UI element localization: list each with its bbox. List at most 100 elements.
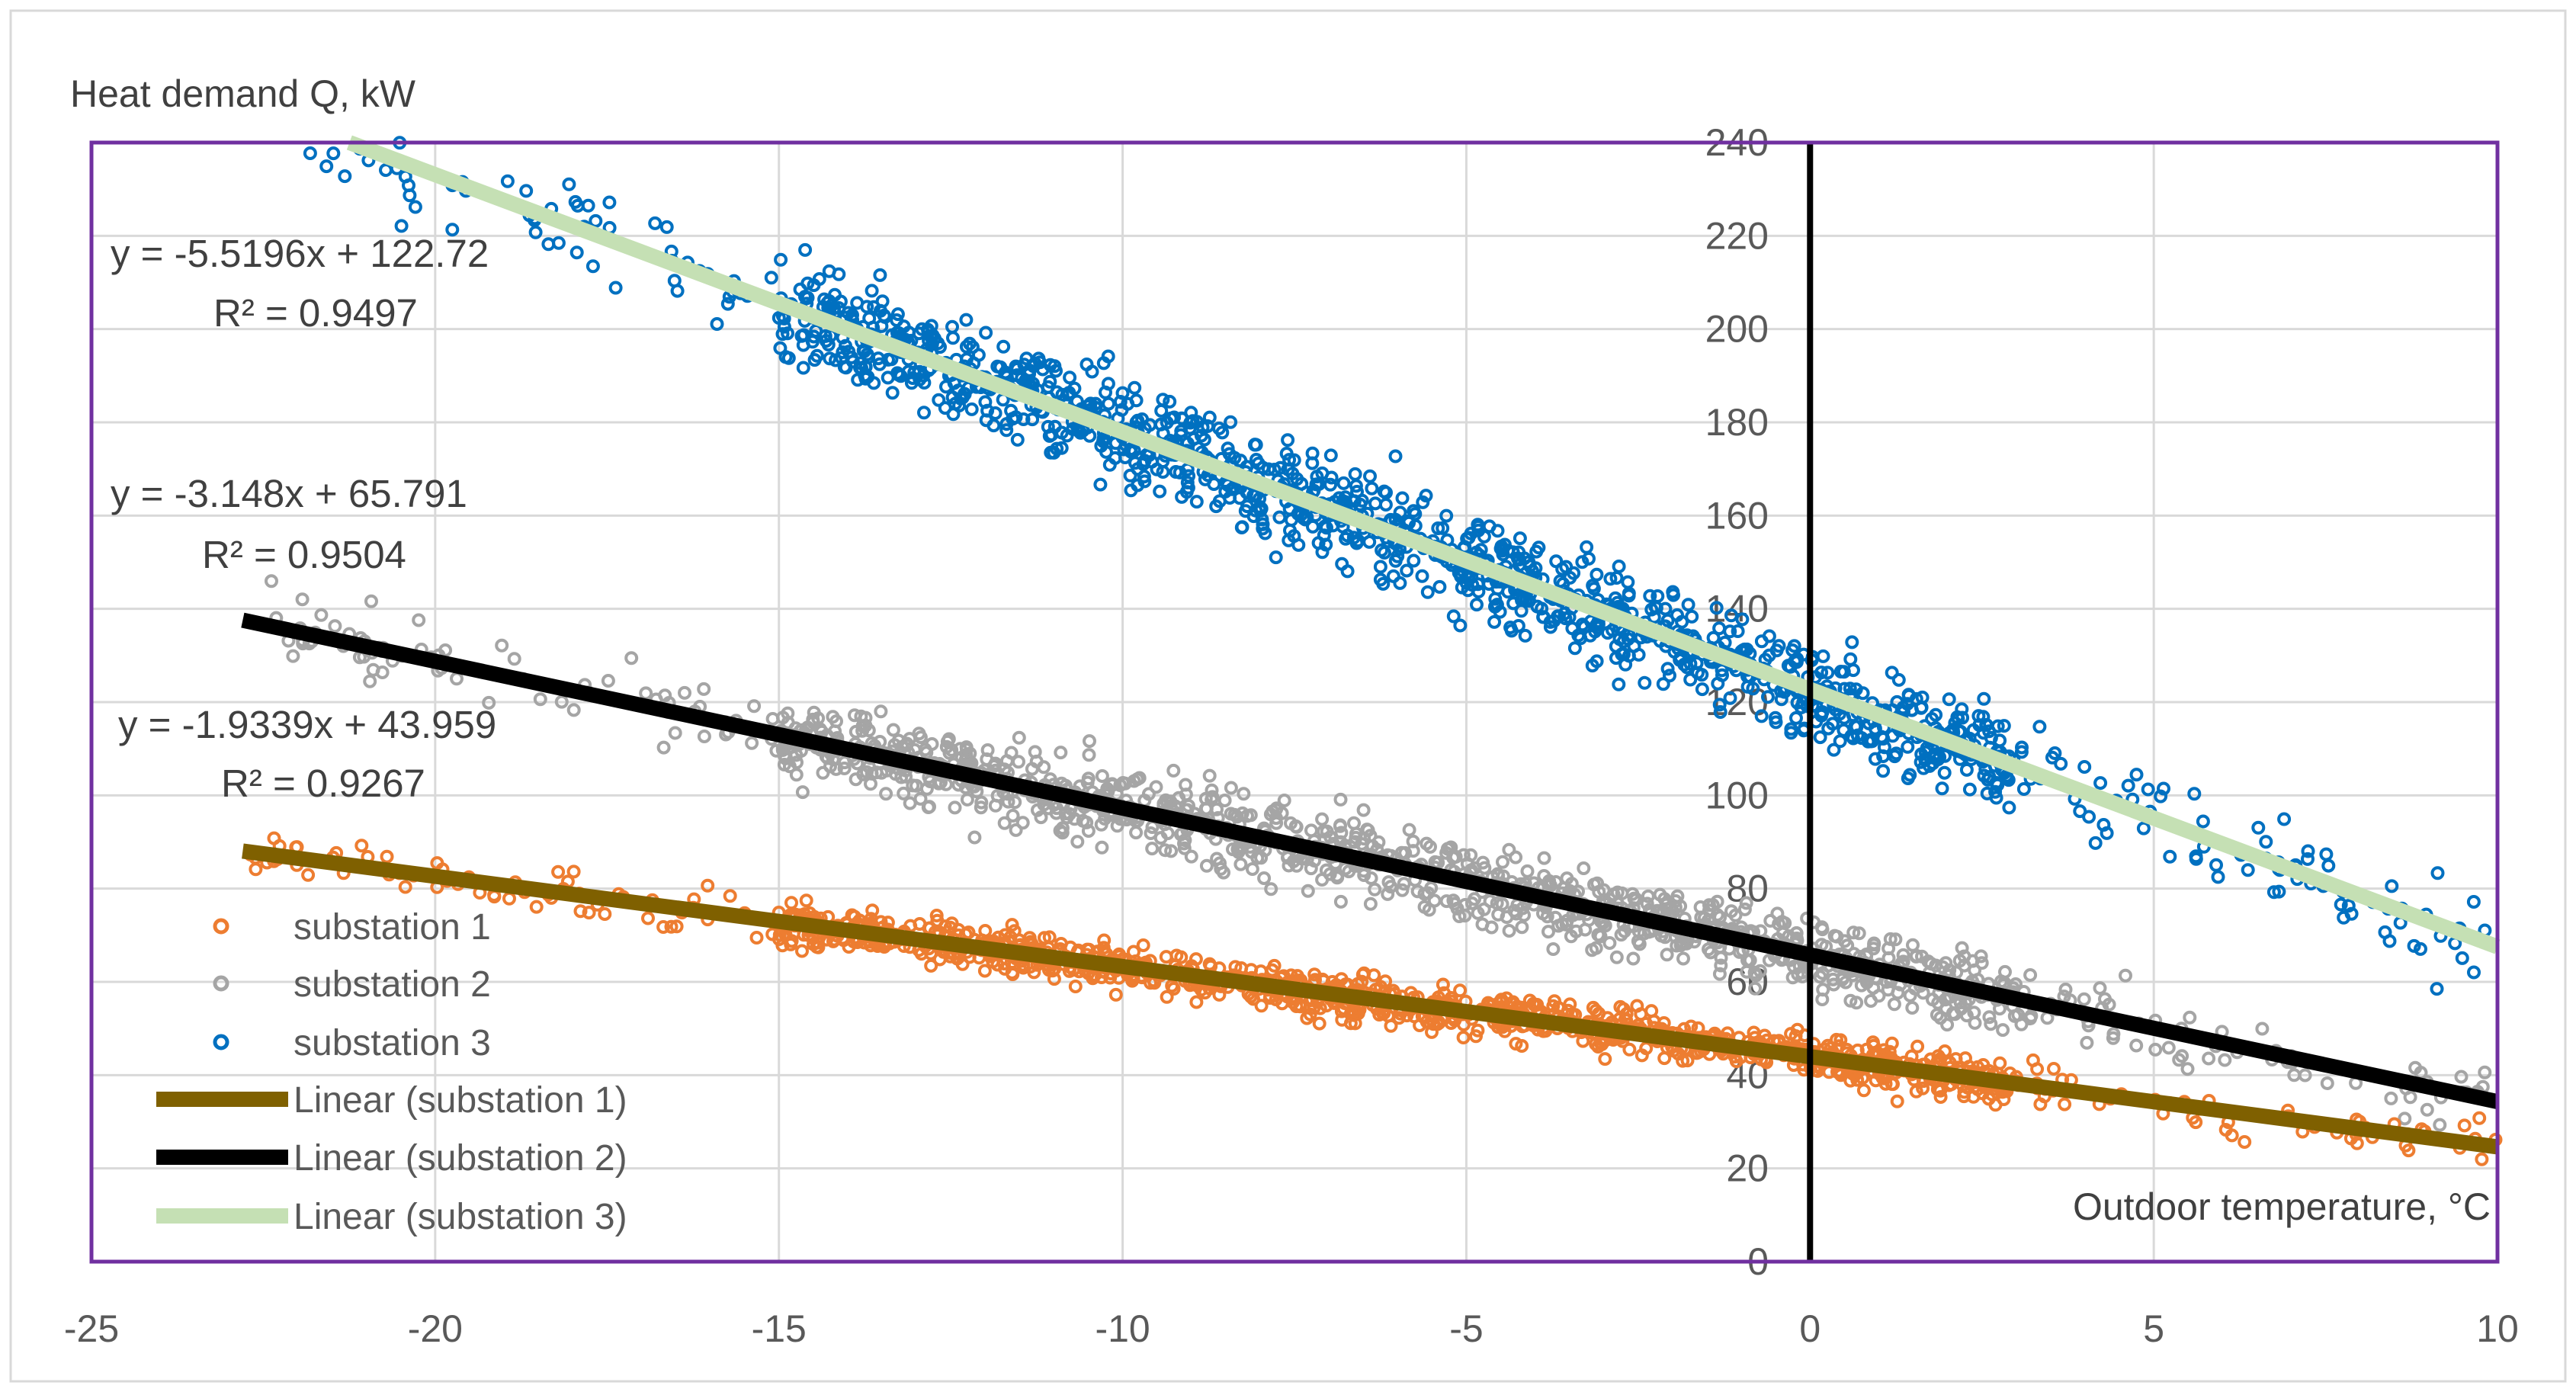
- data-point: [2430, 982, 2444, 996]
- data-point: [849, 772, 863, 787]
- legend-label-substation-3: substation 3: [294, 1023, 491, 1063]
- data-point: [775, 938, 790, 953]
- data-point: [1249, 453, 1263, 467]
- data-point: [1323, 867, 1337, 881]
- data-point: [500, 174, 515, 188]
- data-point: [2401, 1143, 2416, 1158]
- data-point: [1453, 983, 1468, 998]
- data-point: [1888, 932, 1903, 947]
- data-point: [1789, 710, 1803, 725]
- x-tick-label: -5: [1449, 1307, 1483, 1350]
- data-point: [1465, 578, 1480, 592]
- data-point: [1160, 826, 1175, 841]
- data-point: [1754, 709, 1769, 723]
- data-point: [1257, 871, 1272, 885]
- data-point: [946, 407, 961, 422]
- data-point: [2320, 1076, 2334, 1090]
- data-point: [1137, 470, 1151, 484]
- data-point: [2048, 746, 2062, 760]
- y-tick-label: 20: [1726, 1147, 1769, 1190]
- data-point: [1984, 1017, 1998, 1031]
- data-point: [1287, 453, 1301, 467]
- data-point: [1436, 977, 1450, 992]
- data-point: [1005, 918, 1019, 932]
- data-point: [938, 919, 952, 934]
- data-point: [1515, 1039, 1529, 1053]
- data-point: [869, 765, 884, 780]
- data-point: [765, 927, 780, 941]
- data-point: [2100, 826, 2114, 840]
- data-point: [988, 798, 1002, 813]
- data-point: [2475, 1152, 2489, 1166]
- data-point: [1585, 943, 1599, 957]
- data-point: [1281, 462, 1295, 476]
- data-point: [2398, 1111, 2412, 1126]
- data-point: [1815, 922, 1830, 937]
- data-point: [2014, 745, 2029, 759]
- x-axis-label: Outdoor temperature, °C: [2073, 1185, 2491, 1228]
- data-point: [1814, 708, 1829, 723]
- data-point: [1712, 967, 1727, 981]
- data-point: [1790, 652, 1804, 666]
- data-point: [950, 951, 964, 966]
- data-point: [1910, 1039, 1925, 1054]
- data-point: [1577, 861, 1591, 875]
- data-point: [929, 909, 944, 922]
- data-point: [1006, 412, 1020, 426]
- data-point: [823, 351, 837, 366]
- data-point: [1560, 871, 1574, 886]
- data-point: [2054, 756, 2068, 771]
- data-point: [1731, 624, 1745, 638]
- data-point: [942, 732, 956, 746]
- data-point: [1189, 995, 1204, 1009]
- data-point: [1243, 808, 1258, 823]
- data-point: [1006, 809, 1020, 823]
- data-point: [1942, 692, 1956, 707]
- data-point: [1827, 929, 1842, 943]
- data-point: [1349, 479, 1363, 493]
- data-point: [1458, 898, 1472, 912]
- data-point: [1342, 864, 1356, 879]
- data-point: [1246, 992, 1260, 1006]
- data-point: [1826, 717, 1840, 731]
- data-point: [974, 795, 989, 810]
- data-point: [1951, 711, 1965, 726]
- data-point: [2414, 941, 2427, 956]
- data-point: [1546, 942, 1561, 956]
- data-point: [1746, 682, 1760, 696]
- data-point: [1310, 470, 1324, 484]
- data-point: [1233, 857, 1248, 871]
- data-point: [1156, 393, 1170, 407]
- data-point: [1518, 628, 1532, 643]
- data-point: [1891, 986, 1905, 1000]
- data-point: [2430, 866, 2445, 880]
- data-point: [1355, 493, 1369, 508]
- data-point: [964, 402, 979, 416]
- trendline-3: [346, 135, 2501, 954]
- data-point: [551, 864, 566, 879]
- data-point: [1509, 906, 1523, 921]
- y-tick-label: 80: [1726, 868, 1769, 910]
- data-point: [2211, 870, 2225, 884]
- data-point: [1854, 978, 1869, 993]
- data-point: [1743, 953, 1757, 967]
- data-point: [1205, 783, 1219, 797]
- data-point: [1108, 451, 1122, 465]
- data-point: [1695, 682, 1709, 697]
- tick-labels: -25 -20 -15 -10 -5 0 5 100204060801001201401601…: [64, 121, 2519, 1350]
- data-point: [799, 893, 813, 908]
- data-point: [624, 651, 639, 666]
- data-point: [1041, 801, 1056, 816]
- data-point: [1548, 994, 1561, 1009]
- x-tick-label: 0: [1799, 1307, 1821, 1350]
- data-point: [1136, 938, 1150, 952]
- data-point: [1336, 476, 1351, 490]
- data-point: [1754, 634, 1769, 649]
- data-point: [806, 712, 820, 726]
- data-point: [1167, 410, 1182, 425]
- data-point: [1446, 893, 1461, 908]
- data-point: [1843, 682, 1857, 696]
- y-tick-label: 200: [1705, 308, 1769, 351]
- data-point: [1212, 987, 1227, 1002]
